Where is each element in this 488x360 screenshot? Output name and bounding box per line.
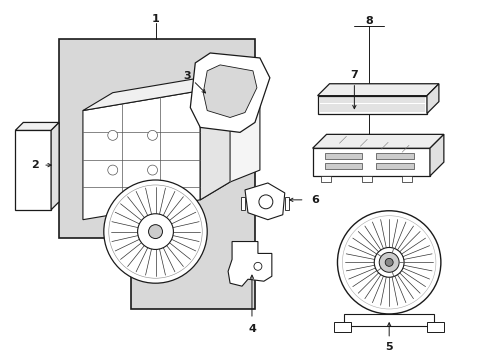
Bar: [362, 176, 371, 182]
Polygon shape: [83, 91, 200, 220]
Circle shape: [107, 165, 118, 175]
Text: 1: 1: [151, 14, 159, 24]
Polygon shape: [426, 84, 438, 113]
Bar: [401, 176, 411, 182]
Circle shape: [103, 180, 207, 283]
Polygon shape: [200, 73, 260, 200]
Polygon shape: [227, 242, 271, 286]
Polygon shape: [51, 122, 59, 210]
Polygon shape: [200, 73, 230, 200]
Polygon shape: [15, 130, 51, 210]
Bar: [320, 176, 330, 182]
Polygon shape: [344, 314, 433, 326]
Polygon shape: [15, 122, 59, 130]
Bar: [324, 153, 362, 159]
Circle shape: [107, 130, 118, 140]
Bar: [324, 163, 362, 169]
Text: 8: 8: [365, 16, 372, 26]
Polygon shape: [312, 148, 429, 176]
Polygon shape: [59, 39, 254, 309]
Polygon shape: [203, 65, 256, 117]
Circle shape: [385, 258, 392, 266]
Polygon shape: [241, 197, 244, 210]
Polygon shape: [429, 134, 443, 176]
Polygon shape: [83, 73, 230, 111]
Polygon shape: [312, 134, 443, 148]
Polygon shape: [284, 197, 288, 210]
Circle shape: [373, 247, 403, 277]
Polygon shape: [317, 96, 426, 113]
Text: 4: 4: [247, 324, 255, 334]
Circle shape: [379, 252, 398, 272]
Circle shape: [148, 225, 162, 239]
Text: 3: 3: [183, 71, 191, 81]
Text: 2: 2: [31, 160, 39, 170]
Polygon shape: [190, 53, 269, 132]
Polygon shape: [334, 322, 351, 332]
Bar: [375, 163, 413, 169]
Circle shape: [258, 195, 272, 209]
Circle shape: [147, 130, 157, 140]
Circle shape: [337, 211, 440, 314]
Text: 7: 7: [350, 70, 358, 80]
Bar: [375, 153, 413, 159]
Circle shape: [137, 214, 173, 249]
Circle shape: [253, 262, 262, 270]
Polygon shape: [317, 84, 438, 96]
Text: 6: 6: [311, 195, 319, 205]
Circle shape: [147, 165, 157, 175]
Polygon shape: [426, 322, 443, 332]
Text: 5: 5: [385, 342, 392, 352]
Polygon shape: [244, 183, 284, 220]
